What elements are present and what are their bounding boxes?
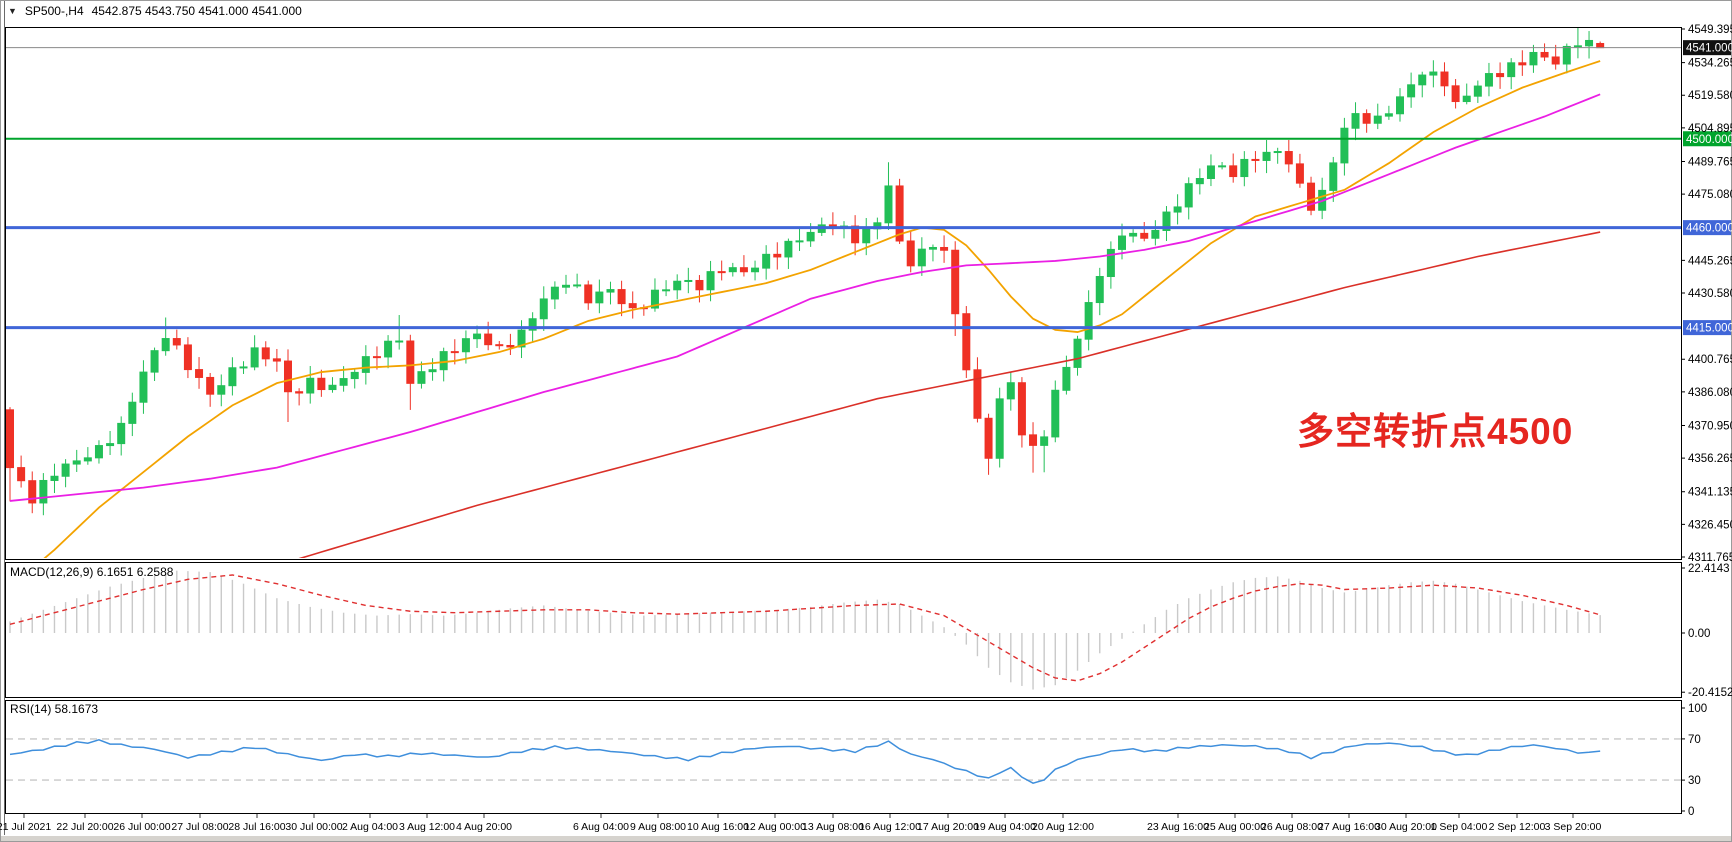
price-tick[interactable]: 4356.265 <box>1688 453 1732 465</box>
bottom-strip <box>1 836 1731 841</box>
time-tick-label[interactable]: 26 Jul 00:00 <box>113 821 170 833</box>
price-tick[interactable]: 4519.580 <box>1688 90 1732 102</box>
rsi-axis-tick[interactable]: 30 <box>1688 775 1701 787</box>
time-tick-label[interactable]: 1 Sep 04:00 <box>1431 821 1488 833</box>
chart-menu-icon[interactable]: ▼ <box>8 6 17 16</box>
time-tick-label[interactable]: 3 Sep 20:00 <box>1545 821 1602 833</box>
price-tick[interactable]: 4311.765 <box>1688 552 1732 564</box>
time-tick-label[interactable]: 27 Aug 16:00 <box>1318 821 1380 833</box>
time-tick-label[interactable]: 26 Aug 08:00 <box>1261 821 1323 833</box>
price-tag-4541.000 <box>1683 40 1731 56</box>
time-tick-label[interactable]: 6 Aug 04:00 <box>573 821 629 833</box>
svg-text:4460.000: 4460.000 <box>1686 223 1732 235</box>
price-tick[interactable]: 4534.265 <box>1688 58 1732 70</box>
rsi-panel-border <box>5 700 1682 814</box>
time-tick-label[interactable]: 13 Aug 08:00 <box>802 821 864 833</box>
price-tick[interactable]: 4370.950 <box>1688 420 1732 432</box>
symbol-period-label: SP500-,H4 <box>24 4 84 18</box>
macd-indicator-label: MACD(12,26,9) 6.1651 6.2588 <box>10 565 174 579</box>
time-tick-label[interactable]: 30 Aug 20:00 <box>1375 821 1437 833</box>
price-tag-4500.000 <box>1683 131 1731 147</box>
time-tick-label[interactable]: 2 Sep 12:00 <box>1489 821 1546 833</box>
time-tick-label[interactable]: 27 Jul 08:00 <box>171 821 228 833</box>
svg-text:4500.000: 4500.000 <box>1686 134 1732 146</box>
time-tick-label[interactable]: 4 Aug 20:00 <box>456 821 512 833</box>
chart-text-annotation: 多空转折点4500 <box>1297 411 1574 452</box>
price-tick[interactable]: 4400.765 <box>1688 354 1732 366</box>
time-tick-label[interactable]: 28 Jul 16:00 <box>228 821 285 833</box>
time-tick-label[interactable]: 30 Jul 00:00 <box>285 821 342 833</box>
price-tick[interactable]: 4489.765 <box>1688 156 1732 168</box>
macd-axis-tick[interactable]: -20.4152 <box>1688 687 1732 699</box>
rsi-axis-tick[interactable]: 70 <box>1688 734 1701 746</box>
ma-slow-red <box>298 231 1601 558</box>
svg-text:4415.000: 4415.000 <box>1686 323 1732 335</box>
time-tick-label[interactable]: 25 Aug 00:00 <box>1204 821 1266 833</box>
candles[interactable] <box>6 23 1605 516</box>
main-panel-border <box>5 27 1682 560</box>
time-tick-label[interactable]: 20 Aug 12:00 <box>1032 821 1094 833</box>
time-tick-label[interactable]: 2 Aug 04:00 <box>342 821 398 833</box>
time-axis[interactable]: 21 Jul 2021 22 Jul 20:00 26 Jul 00:00 27 Ju… <box>0 814 1601 833</box>
price-tag-4415.000 <box>1683 320 1731 336</box>
time-tick-label[interactable]: 9 Aug 08:00 <box>630 821 686 833</box>
price-tick[interactable]: 4326.450 <box>1688 519 1732 531</box>
chart-title-bar[interactable]: ▼ SP500-,H4 4542.875 4543.750 4541.000 4… <box>8 4 302 18</box>
macd-histogram <box>9 570 1601 690</box>
macd-axis-tick[interactable]: 22.4143 <box>1688 563 1730 575</box>
rsi-indicator-label: RSI(14) 58.1673 <box>10 702 99 716</box>
ma-mid-magenta <box>9 93 1601 502</box>
time-tick-label[interactable]: 10 Aug 16:00 <box>687 821 749 833</box>
time-tick-label[interactable]: 17 Aug 20:00 <box>917 821 979 833</box>
time-tick-label[interactable]: 16 Aug 12:00 <box>859 821 921 833</box>
rsi-axis-tick[interactable]: 0 <box>1688 806 1694 818</box>
time-tick-label[interactable]: 23 Aug 16:00 <box>1147 821 1209 833</box>
rsi-axis-tick[interactable]: 100 <box>1688 703 1707 715</box>
ohlc-values: 4542.875 4543.750 4541.000 4541.000 <box>91 4 302 18</box>
macd-signal-line <box>9 574 1601 682</box>
price-tick[interactable]: 4504.895 <box>1688 123 1732 135</box>
price-tick[interactable]: 4475.080 <box>1688 189 1732 201</box>
price-tag-4460.000 <box>1683 220 1731 236</box>
time-tick-label[interactable]: 12 Aug 00:00 <box>744 821 806 833</box>
price-tick[interactable]: 4549.395 <box>1688 24 1732 36</box>
rsi-line <box>9 738 1601 785</box>
time-tick-label[interactable]: 22 Jul 20:00 <box>56 821 113 833</box>
macd-axis-tick[interactable]: 0.00 <box>1688 628 1710 640</box>
price-tick[interactable]: 4430.580 <box>1688 288 1732 300</box>
ma-fast-orange <box>43 60 1601 558</box>
price-tick[interactable]: 4445.265 <box>1688 255 1732 267</box>
time-tick-label[interactable]: 3 Aug 12:00 <box>399 821 455 833</box>
time-tick-label[interactable]: 19 Aug 04:00 <box>974 821 1036 833</box>
price-tick[interactable]: 4386.080 <box>1688 387 1732 399</box>
price-tick[interactable]: 4341.135 <box>1688 487 1732 499</box>
time-tick-label[interactable]: 21 Jul 2021 <box>0 821 51 833</box>
svg-text:4541.000: 4541.000 <box>1686 43 1732 55</box>
